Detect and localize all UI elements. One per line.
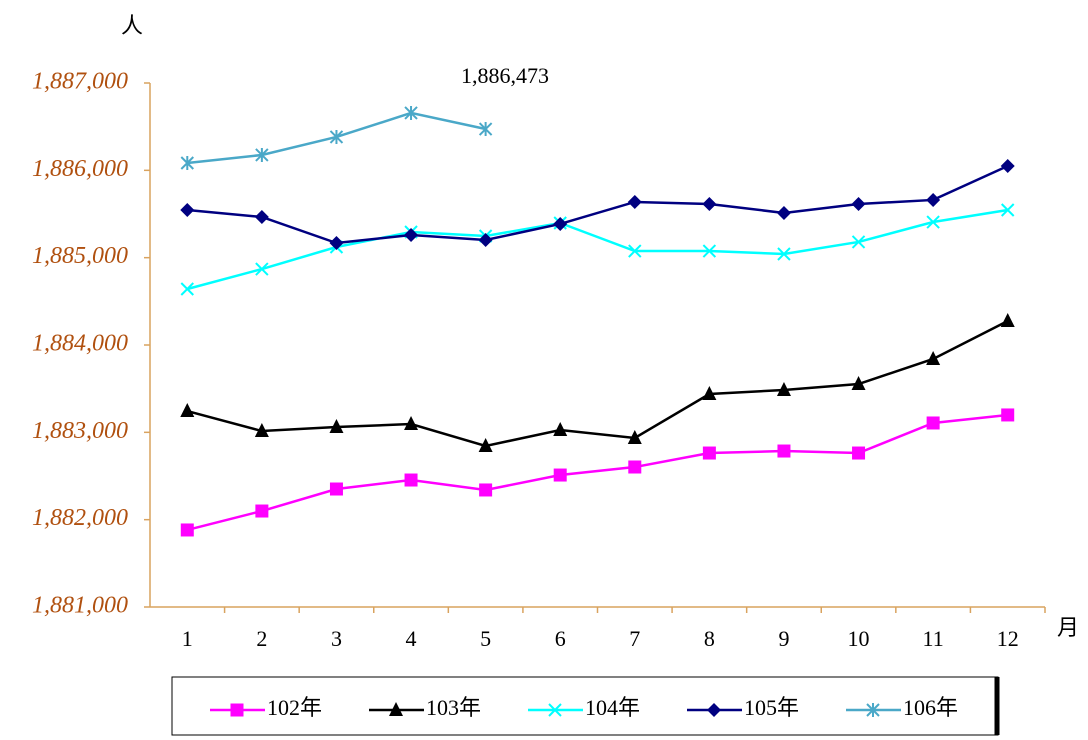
series-line (186, 208, 1008, 291)
marker (702, 446, 716, 460)
x-tick-label: 10 (848, 626, 870, 651)
marker (627, 194, 642, 209)
y-tick-label: 1,887,000 (32, 69, 128, 95)
marker (628, 460, 642, 474)
marker (255, 262, 269, 276)
marker (404, 105, 418, 120)
legend-marker (707, 703, 721, 717)
marker (180, 155, 194, 170)
legend-label: 102年 (267, 695, 322, 720)
x-tick-label: 6 (555, 626, 566, 651)
marker (926, 350, 941, 365)
series-line (186, 319, 1009, 448)
x-tick-label: 11 (923, 626, 944, 651)
x-unit: 月 (1057, 615, 1079, 640)
marker (553, 421, 568, 436)
marker (255, 504, 269, 518)
x-tick-label: 4 (406, 626, 417, 651)
marker (180, 523, 194, 537)
marker (777, 247, 791, 261)
marker (776, 205, 791, 220)
marker (851, 196, 866, 211)
legend-label: 104年 (585, 695, 640, 720)
marker (329, 129, 344, 144)
marker (553, 216, 568, 231)
y-unit: 人 (121, 13, 143, 38)
y-tick-label: 1,882,000 (32, 505, 128, 531)
legend-label: 103年 (426, 695, 481, 720)
marker (255, 147, 269, 162)
marker (702, 385, 717, 400)
series-line (187, 164, 1009, 245)
legend-label: 106年 (903, 695, 958, 720)
marker (1001, 408, 1015, 422)
x-tick-label: 2 (256, 626, 267, 651)
x-tick-label: 9 (778, 626, 789, 651)
marker (926, 192, 941, 207)
marker (478, 233, 493, 248)
marker (926, 215, 940, 229)
legend-marker (866, 703, 880, 717)
y-tick-label: 1,883,000 (32, 418, 128, 444)
y-tick-label: 1,886,000 (32, 156, 128, 182)
marker (180, 282, 194, 296)
marker (776, 381, 791, 396)
marker (627, 430, 642, 445)
marker (478, 122, 493, 137)
y-tick-label: 1,881,000 (32, 593, 128, 619)
marker (180, 403, 195, 418)
x-tick-label: 12 (997, 626, 1019, 651)
legend-marker (389, 702, 403, 716)
y-tick-label: 1,884,000 (32, 331, 128, 357)
marker (329, 235, 344, 250)
marker (777, 444, 791, 458)
x-tick-label: 7 (629, 626, 640, 651)
x-tick-label: 8 (704, 626, 715, 651)
marker (1000, 158, 1015, 173)
x-tick-label: 5 (480, 626, 491, 651)
series-line (186, 413, 1008, 532)
marker (851, 235, 866, 249)
marker (254, 209, 269, 224)
marker (254, 423, 269, 438)
marker (479, 483, 493, 497)
marker (702, 244, 717, 258)
marker (852, 446, 866, 460)
marker (1001, 203, 1015, 217)
marker (1000, 312, 1015, 327)
marker (404, 416, 419, 431)
x-tick-label: 1 (182, 626, 193, 651)
x-tick-label: 3 (331, 626, 342, 651)
legend-marker (548, 703, 562, 717)
annotation: 1,886,473 (461, 63, 549, 88)
marker (553, 468, 567, 482)
marker (478, 437, 493, 452)
marker (628, 244, 642, 258)
marker (329, 419, 344, 434)
legend-marker (230, 703, 244, 717)
marker (329, 482, 343, 496)
marker (851, 376, 866, 391)
marker (180, 202, 195, 217)
marker (926, 416, 940, 430)
y-tick-label: 1,885,000 (32, 243, 128, 269)
marker (404, 473, 418, 487)
marker (404, 227, 419, 242)
marker (702, 196, 717, 211)
legend-label: 105年 (744, 695, 799, 720)
